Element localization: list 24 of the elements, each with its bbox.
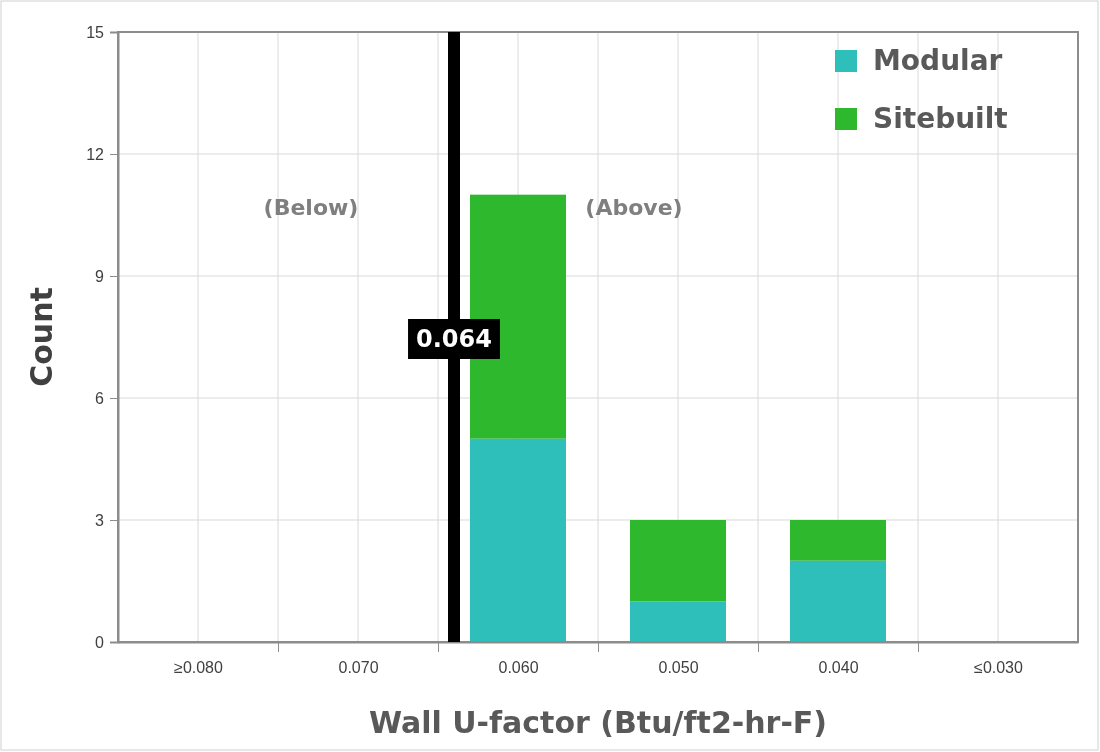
legend-label: Sitebuilt (873, 102, 1008, 135)
x-tick-label: ≥0.080 (174, 659, 224, 677)
x-tick-label: ≤0.030 (974, 659, 1024, 677)
y-tick-label: 6 (95, 389, 105, 407)
x-tick-label: 0.060 (498, 659, 539, 677)
x-tick-label: 0.050 (658, 659, 699, 677)
legend-label: Modular (873, 44, 1003, 77)
x-tick-label: 0.070 (338, 659, 379, 677)
y-tick-label: 9 (95, 267, 105, 285)
bar (790, 560, 886, 642)
bar (470, 438, 566, 642)
y-tick-label: 12 (86, 145, 105, 163)
y-tick-label: 15 (86, 23, 105, 41)
ref-line-label: 0.064 (416, 325, 492, 353)
bar (630, 520, 726, 602)
annotation: (Below) (263, 195, 359, 220)
y-tick-label: 0 (95, 633, 105, 651)
y-axis-title: Count (24, 287, 59, 387)
bar (630, 601, 726, 642)
annotation: (Above) (585, 195, 683, 220)
y-tick-label: 3 (95, 511, 105, 529)
x-axis-title: Wall U-factor (Btu/ft2-hr-F) (368, 705, 828, 740)
x-tick-label: 0.040 (818, 659, 859, 677)
bar (790, 520, 886, 561)
